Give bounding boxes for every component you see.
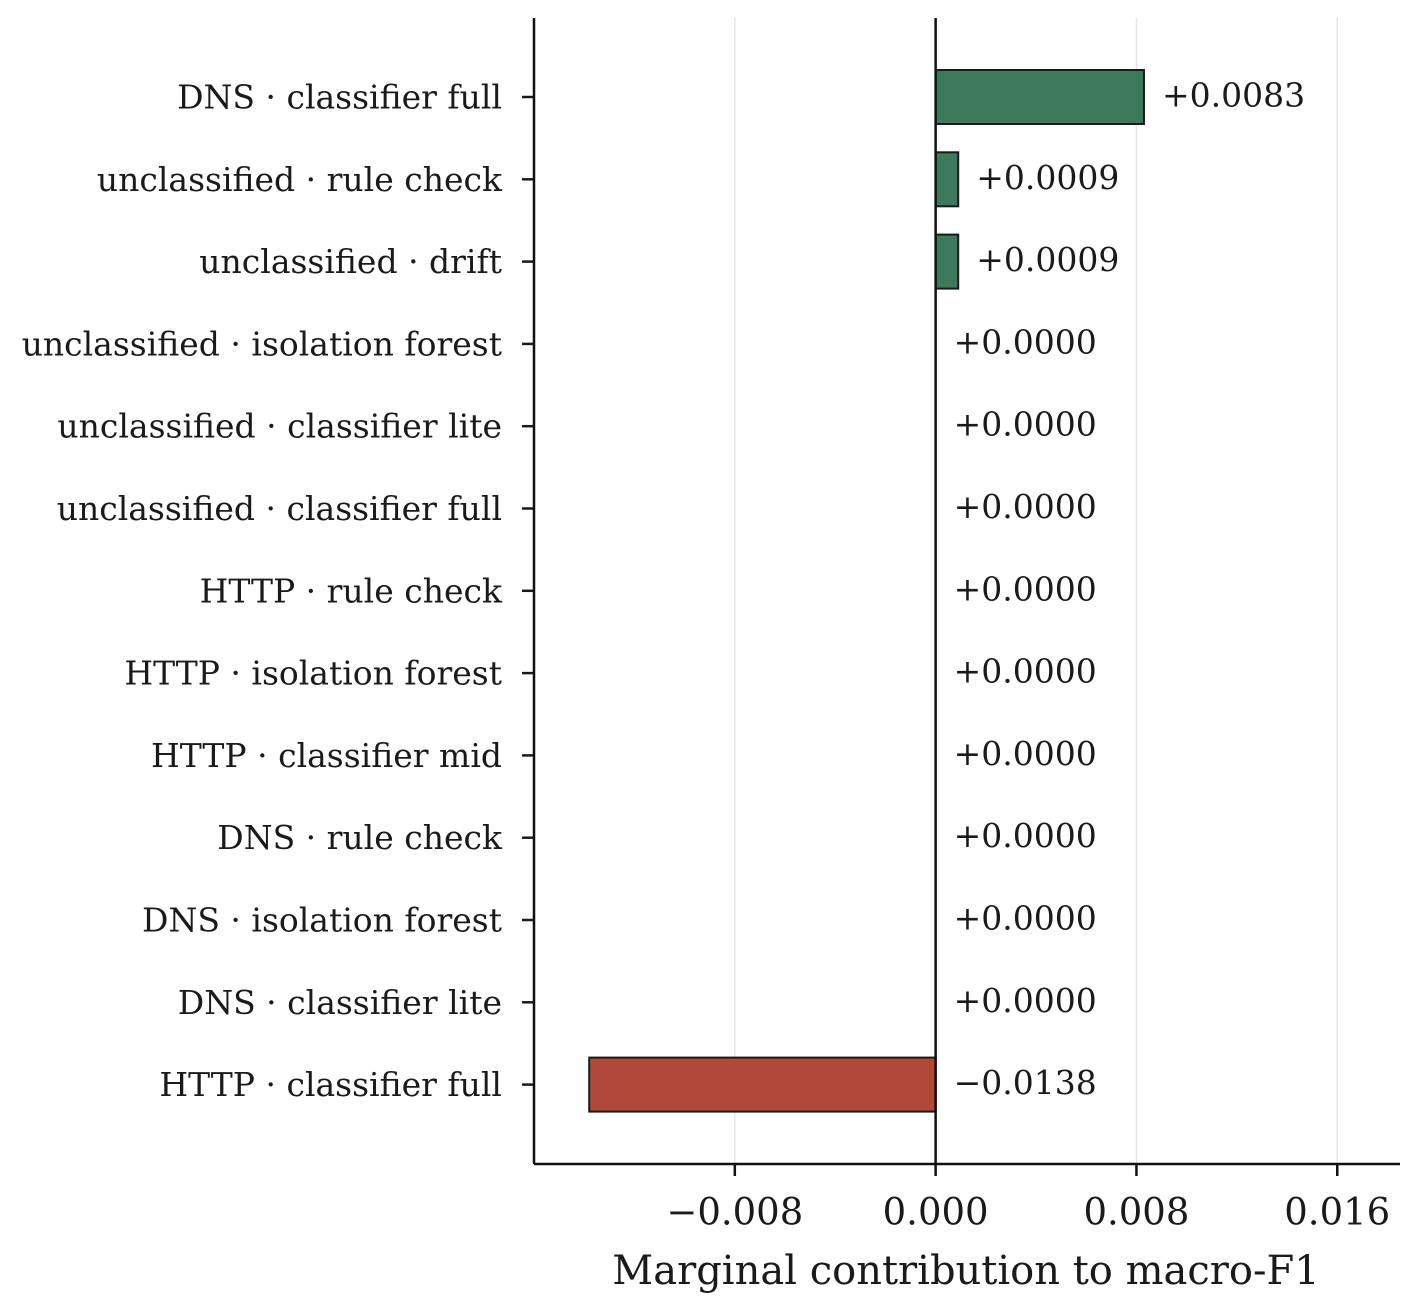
y-tick-label: DNS · rule check	[217, 818, 503, 857]
y-tick-label: unclassified · rule check	[97, 160, 503, 199]
data-label: +0.0000	[954, 981, 1097, 1020]
data-label: +0.0083	[1162, 76, 1305, 115]
y-tick-label: DNS · isolation forest	[142, 901, 502, 940]
y-tick-label: unclassified · classifier full	[57, 489, 502, 528]
bar	[934, 69, 1145, 125]
data-label: +0.0000	[954, 322, 1097, 361]
x-tick-label: 0.008	[1083, 1191, 1189, 1234]
data-label: +0.0000	[954, 816, 1097, 855]
y-tick-label: DNS · classifier full	[177, 78, 502, 117]
data-label: +0.0009	[976, 158, 1119, 197]
bars	[588, 69, 1145, 1113]
data-label: +0.0000	[954, 734, 1097, 773]
bar	[934, 233, 960, 290]
bar	[934, 151, 960, 208]
x-tick-label: −0.008	[666, 1191, 803, 1234]
data-label: +0.0000	[954, 652, 1097, 691]
data-label: −0.0138	[954, 1063, 1097, 1102]
bar	[588, 1056, 937, 1113]
y-tick-label: HTTP · classifier mid	[151, 736, 502, 775]
axes	[522, 18, 1400, 1176]
data-label: +0.0000	[954, 405, 1097, 444]
y-tick-label: unclassified · drift	[199, 242, 502, 281]
y-tick-label: unclassified · isolation forest	[22, 324, 502, 363]
x-tick-label: 0.000	[883, 1191, 989, 1234]
x-axis-title: Marginal contribution to macro-F1	[612, 1248, 1319, 1294]
data-label: +0.0000	[954, 487, 1097, 526]
x-tick-label: 0.016	[1284, 1191, 1390, 1234]
data-label: +0.0000	[954, 569, 1097, 608]
y-tick-label: unclassified · classifier lite	[57, 407, 502, 446]
y-tick-label: HTTP · rule check	[200, 571, 503, 610]
y-tick-label: HTTP · classifier full	[159, 1065, 502, 1104]
labels: DNS · classifier full +0.0083 unclassified…	[22, 76, 1391, 1234]
y-tick-label: HTTP · isolation forest	[124, 654, 502, 693]
data-label: +0.0000	[954, 899, 1097, 938]
y-tick-label: DNS · classifier lite	[178, 983, 502, 1022]
data-label: +0.0009	[976, 240, 1119, 279]
